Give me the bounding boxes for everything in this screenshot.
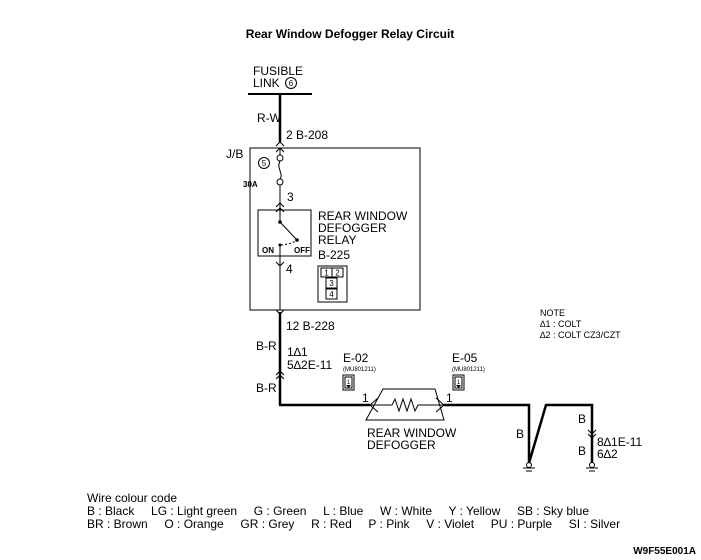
figure-code: W9F55E001A (633, 546, 696, 557)
wire-label-b: B (516, 427, 524, 441)
connector-b225: B-225 (318, 248, 350, 262)
defogger-element (365, 388, 445, 421)
fuse-number: 5 (262, 159, 267, 168)
fusible-link-label-2: LINK (253, 76, 280, 90)
fuse-rating: 30A (243, 180, 258, 189)
relay-off-path (280, 239, 298, 246)
jb-label: J/B (226, 147, 243, 161)
fuse-number-circle (258, 157, 270, 169)
wire-label-br: B-R (256, 339, 277, 353)
connector-e11-d: 6∆2 (597, 447, 618, 461)
connector-b208: 2 B-208 (286, 128, 328, 142)
defogger-label-1: REAR WINDOW (367, 426, 457, 440)
connector-e02: E-02 (343, 351, 369, 365)
connector-e05-part: (MU801211) (452, 367, 485, 373)
connector-chevron (275, 202, 285, 213)
fuse-icon (278, 160, 282, 180)
defogger-label-2: DEFOGGER (367, 438, 436, 452)
wire-colour-code-row-2: BR : Brown O : Orange GR : Grey R : Red … (87, 517, 620, 531)
pin-4: 4 (286, 262, 293, 276)
wire-b-ground (444, 403, 594, 464)
connector-e05-icon: 1 (452, 374, 465, 391)
fusible-link-label: FUSIBLE (253, 64, 303, 78)
svg-text:3: 3 (329, 279, 334, 288)
note-item-1: ∆1 : COLT (540, 319, 582, 329)
relay-label-2: DEFOGGER (318, 221, 387, 235)
wire-colour-code-row-1: B : Black LG : Light green G : Green L :… (87, 504, 589, 518)
connector-e11-a: 1∆1 (287, 345, 308, 359)
relay-box (257, 209, 312, 257)
connector-chevron (275, 370, 285, 380)
relay-label-3: RELAY (318, 233, 356, 247)
fuse-terminal (276, 178, 284, 186)
relay-off-label: OFF (294, 246, 310, 255)
fusible-link-number: 6 (289, 79, 294, 88)
relay-switch-arm (279, 221, 298, 241)
ground-icon (523, 462, 535, 472)
connector-chevron (587, 429, 597, 439)
wire-label-br-2: B-R (256, 381, 277, 395)
wire-label-b-3: B (578, 444, 586, 458)
note-item-2: ∆2 : COLT CZ3/CZT (540, 330, 621, 340)
junction-block (249, 147, 421, 311)
svg-text:1: 1 (457, 380, 461, 386)
connector-e11-c: 8∆1E-11 (597, 435, 642, 449)
ground-icon (586, 462, 598, 472)
connector-e11-b: 5∆2E-11 (287, 358, 332, 372)
wire-label-rw: R-W (257, 111, 282, 125)
connector-b228: 12 B-228 (286, 319, 335, 333)
svg-text:1: 1 (347, 380, 351, 386)
pin-3: 3 (287, 190, 294, 204)
diagram-title: Rear Window Defogger Relay Circuit (246, 27, 455, 41)
e02-pin: 1 (362, 391, 369, 405)
connector-b225-icon: 1 2 3 4 (317, 265, 348, 303)
svg-text:1: 1 (324, 269, 329, 278)
wire-label-b-2: B (578, 412, 586, 426)
note-title: NOTE (540, 308, 565, 318)
connector-e02-part: (MU801211) (343, 367, 376, 373)
connector-chevron (275, 141, 285, 147)
svg-text:2: 2 (335, 269, 340, 278)
wire-colour-code-title: Wire colour code (87, 491, 177, 505)
fuse-terminal (276, 154, 284, 162)
svg-text:4: 4 (329, 290, 334, 299)
fusible-link-number-circle (285, 77, 297, 89)
relay-label-1: REAR WINDOW (318, 209, 408, 223)
relay-on-label: ON (262, 246, 274, 255)
connector-e05: E-05 (452, 351, 478, 365)
e05-pin: 1 (446, 391, 453, 405)
connector-e02-icon: 1 (342, 374, 355, 391)
